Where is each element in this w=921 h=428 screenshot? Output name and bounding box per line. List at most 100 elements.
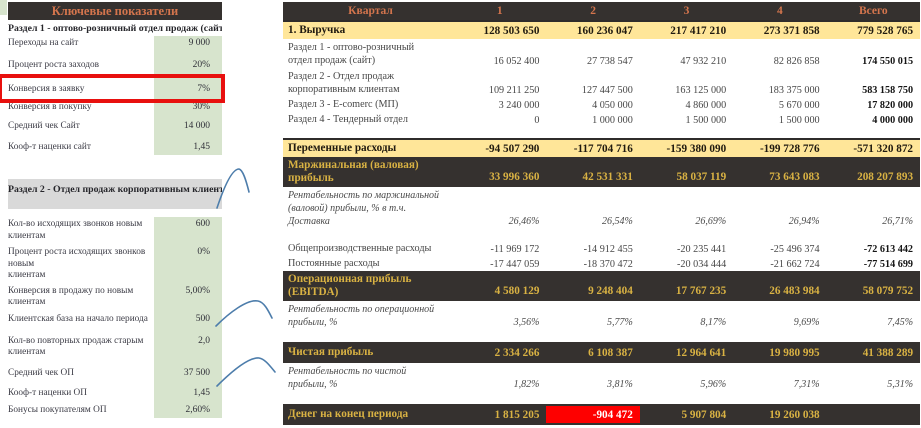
value-cell[interactable]: 58 037 119 [676,171,727,183]
value-cell[interactable]: 5,77% [606,317,633,328]
indicator-value[interactable]: 2,0 [198,335,210,346]
value-cell[interactable]: 26,69% [695,216,727,227]
value-cell[interactable]: 5,31% [887,379,914,390]
value-cell[interactable]: 16 052 400 [493,56,540,67]
value-cell[interactable]: 7,31% [793,379,820,390]
value-cell[interactable]: 6 108 387 [588,347,633,359]
value-cell[interactable]: 208 207 893 [857,171,914,183]
column-header-quarter[interactable]: Квартал [348,4,393,17]
column-header[interactable]: 4 [777,5,783,17]
indicator-value[interactable]: 7% [197,84,210,94]
value-cell[interactable]: -77 514 699 [863,259,914,270]
value-cell[interactable]: 9 248 404 [588,285,633,297]
indicator-value[interactable]: 14 000 [183,121,210,131]
value-cell[interactable] [827,406,920,423]
value-cell[interactable]: 1 500 000 [685,115,727,126]
value-cell[interactable]: -11 969 172 [490,244,540,255]
value-cell[interactable]: 26,54% [601,216,633,227]
value-cell[interactable]: 7,45% [887,317,914,328]
value-cell[interactable]: 183 375 000 [768,85,820,96]
value-cell[interactable]: 1,82% [513,379,540,390]
value-cell[interactable]: 41 388 289 [862,347,914,359]
value-cell[interactable]: 5 670 000 [778,100,820,111]
table-spacer-row [283,127,920,138]
value-cell[interactable]: 47 932 210 [680,56,727,67]
value-cell[interactable]: 73 643 083 [769,171,820,183]
value-cell[interactable]: 779 528 765 [857,24,914,37]
value-cell[interactable]: -25 496 374 [770,244,820,255]
value-cell[interactable]: 26,71% [882,216,914,227]
value-cell[interactable]: 42 531 331 [582,171,633,183]
value-cell[interactable]: 5,96% [700,379,727,390]
value-cell[interactable]: 4 000 000 [872,115,914,126]
value-cell[interactable]: -117 704 716 [573,142,633,155]
indicator-row: Процент роста исходящих звонков новым кл… [8,245,222,282]
value-cell[interactable]: 217 417 210 [670,24,727,37]
row-label: Денег на конец периода [288,408,409,420]
indicator-value[interactable]: 0% [197,247,210,257]
value-cell[interactable]: 4 580 129 [494,285,540,297]
value-cell[interactable]: -14 912 455 [583,244,633,255]
value-cell[interactable]: 8,17% [700,317,727,328]
indicator-value[interactable]: 2,60% [185,404,210,415]
value-cell[interactable]: -159 380 090 [666,142,727,155]
value-cell[interactable]: -21 662 724 [770,259,820,270]
value-cell[interactable]: 1 000 000 [592,115,633,126]
value-cell[interactable]: 19 260 038 [769,409,820,421]
value-cell[interactable]: 1 815 205 [494,409,540,421]
value-cell[interactable]: 5 907 804 [681,409,727,421]
value-cell[interactable]: 174 550 015 [862,56,914,67]
value-cell[interactable]: 163 125 000 [675,85,727,96]
column-header[interactable]: Всего [858,5,888,17]
indicator-value[interactable]: 20% [192,60,210,70]
indicator-value[interactable]: 1,45 [193,142,210,152]
value-cell[interactable]: -94 507 290 [485,142,540,155]
value-cell[interactable]: 26 483 984 [769,285,820,297]
value-cell[interactable]: 127 447 500 [581,85,633,96]
value-cell[interactable]: 109 211 250 [488,85,540,96]
value-cell[interactable]: 2 334 266 [494,347,540,359]
value-cell[interactable]: 583 158 750 [862,85,914,96]
column-header[interactable]: 3 [683,5,690,17]
indicator-value[interactable]: 5,00% [185,285,210,296]
value-cell[interactable]: 26,94% [788,216,820,227]
value-cell[interactable]: 9,69% [793,317,820,328]
value-cell[interactable]: -20 034 444 [676,259,727,270]
value-cell[interactable]: -20 235 441 [676,244,727,255]
value-cell[interactable]: -72 613 442 [863,244,914,255]
value-cell[interactable]: 82 826 858 [773,56,820,67]
value-cell[interactable]: 3 240 000 [498,100,540,111]
value-cell[interactable]: 26,46% [508,216,540,227]
value-cell[interactable]: 3,81% [606,379,633,390]
value-cell[interactable]: 27 738 547 [586,56,633,67]
value-cell[interactable]: -904 472 [546,406,640,423]
value-cell[interactable]: 3,56% [513,317,540,328]
indicator-value[interactable]: 500 [195,313,210,324]
value-cell[interactable]: 4 050 000 [592,100,633,111]
value-cell[interactable]: -18 370 472 [583,259,633,270]
indicator-value[interactable]: 600 [195,219,210,229]
value-cell[interactable]: -17 447 059 [490,259,540,270]
value-cell[interactable]: 58 079 752 [862,285,914,297]
indicator-value[interactable]: 37 500 [183,367,210,378]
value-cell[interactable]: 1 500 000 [778,115,820,126]
quarterly-table: Квартал 1 2 3 4 Всего 1. Выручка 128 503 650 160… [283,2,920,425]
indicator-value[interactable]: 30% [192,102,210,112]
value-cell[interactable]: -571 320 872 [853,142,914,155]
value-cell[interactable]: 128 503 650 [483,24,540,37]
value-cell[interactable]: 33 996 360 [489,171,540,183]
value-cell[interactable]: 17 820 000 [867,100,914,111]
value-cell[interactable]: 4 860 000 [685,100,727,111]
value-cell[interactable]: 160 236 047 [576,24,633,37]
indicator-label: Конверсия в продажу по новым клиентам [8,285,134,308]
column-header[interactable]: 2 [590,5,596,17]
column-header[interactable]: 1 [496,5,503,17]
indicator-value[interactable]: 1,45 [193,387,210,398]
indicator-value[interactable]: 9 000 [188,38,210,48]
value-cell[interactable]: 273 371 858 [763,24,820,37]
value-cell[interactable]: 19 980 995 [769,347,820,359]
value-cell[interactable]: 12 964 641 [675,347,727,359]
value-cell[interactable]: -199 728 776 [759,142,820,155]
value-cell[interactable]: 17 767 235 [675,285,727,297]
value-cell[interactable]: 0 [534,115,540,126]
